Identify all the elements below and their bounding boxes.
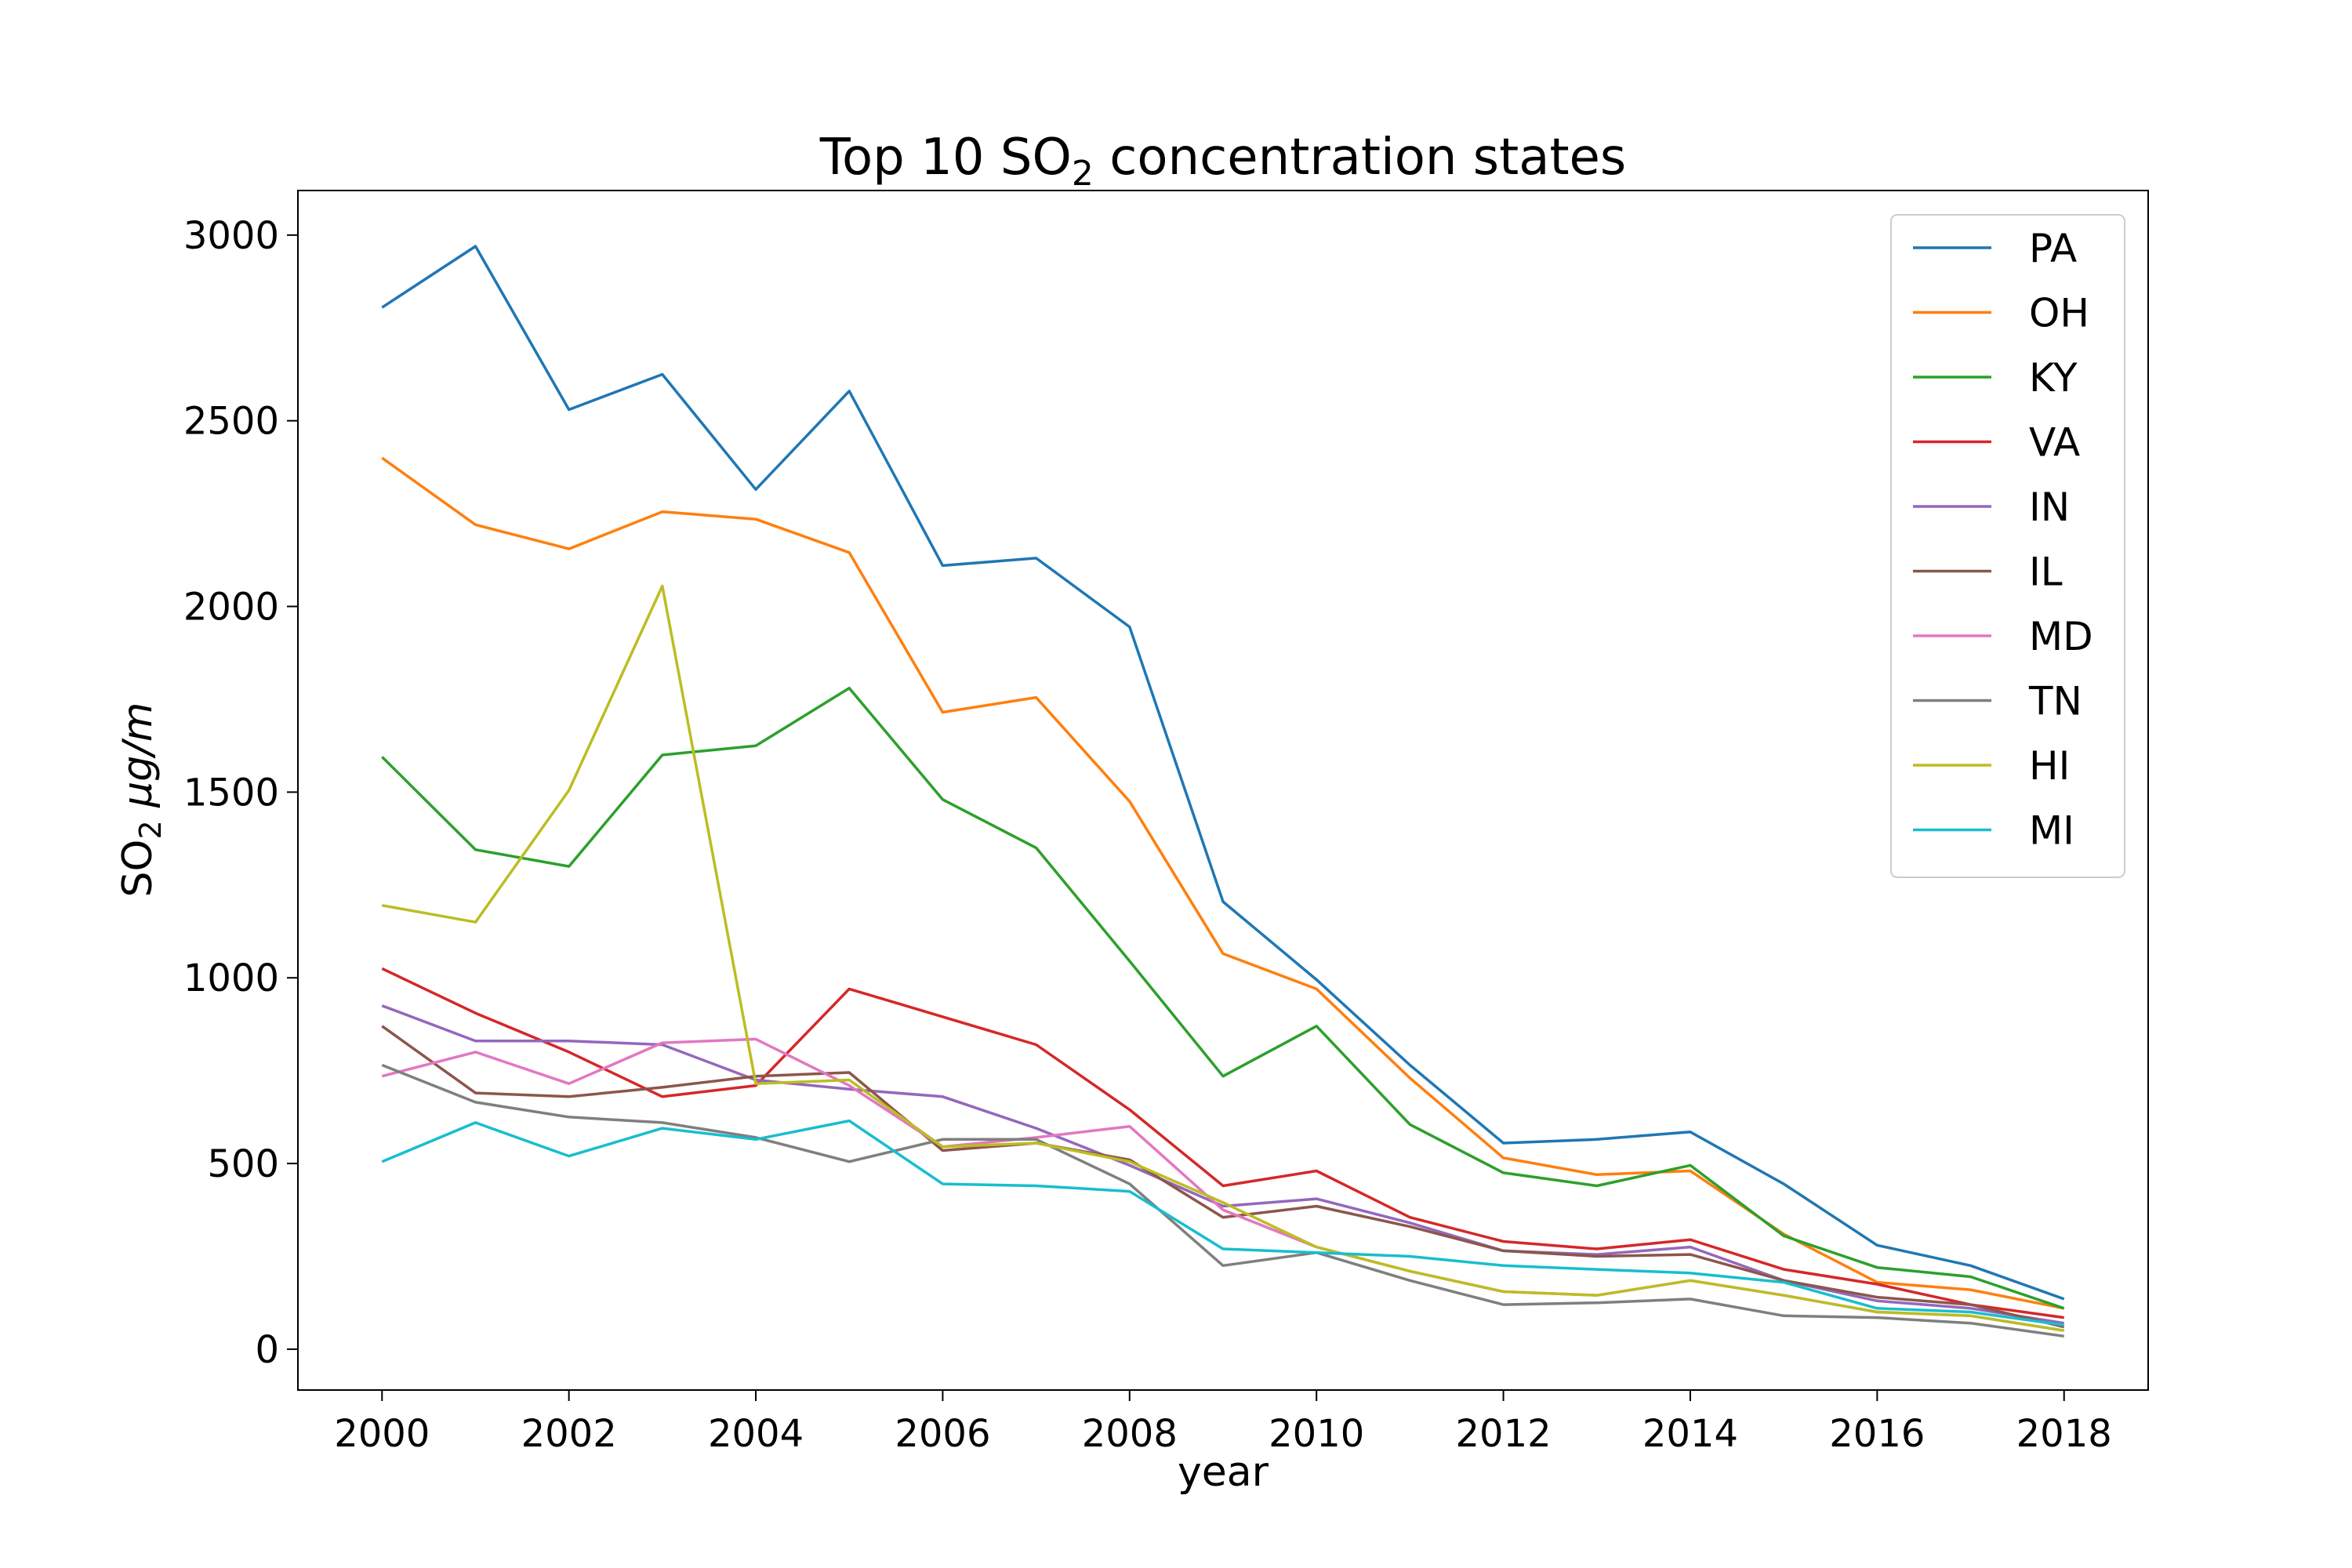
series-line-il — [381, 1025, 2065, 1329]
x-tick-label-2016: 2016 — [1829, 1412, 1925, 1456]
x-tick-label-2010: 2010 — [1269, 1412, 1364, 1456]
legend-label-tn: TN — [2028, 679, 2082, 724]
chart-title-subscript: 2 — [1072, 154, 1094, 194]
x-tick-label-2002: 2002 — [521, 1412, 617, 1456]
chart-title: Top 10 SO2 concentration states — [819, 129, 1627, 194]
y-tick-label-1000: 1000 — [183, 956, 279, 1000]
legend-label-il: IL — [2029, 550, 2063, 595]
x-tick-label-2014: 2014 — [1642, 1412, 1738, 1456]
y-tick-label-3000: 3000 — [183, 214, 279, 258]
y-tick-label-1500: 1500 — [183, 771, 279, 815]
legend-label-mi: MI — [2029, 808, 2074, 854]
y-tick-label-500: 500 — [207, 1142, 279, 1186]
x-tick-label-2018: 2018 — [2016, 1412, 2112, 1456]
series-line-in — [381, 1004, 2064, 1325]
y-axis-label: SO2 μg/m — [114, 702, 168, 898]
legend-label-pa: PA — [2029, 226, 2077, 271]
series-line-tn — [381, 1063, 2064, 1338]
x-axis-label: year — [1178, 1449, 1269, 1496]
series-line-oh — [381, 456, 2065, 1310]
x-tick-label-2008: 2008 — [1082, 1412, 1178, 1456]
legend-label-oh: OH — [2029, 291, 2089, 336]
y-axis-label-unit: μg/m — [114, 702, 162, 821]
legend-box — [1890, 214, 2125, 878]
legend-label-hi: HI — [2029, 743, 2070, 789]
legend-label-ky: KY — [2029, 355, 2078, 401]
series-line-hi — [381, 584, 2064, 1332]
series-line-va — [381, 967, 2064, 1319]
legend-label-va: VA — [2029, 420, 2080, 466]
legend-label-md: MD — [2029, 614, 2093, 659]
x-tick-label-2004: 2004 — [708, 1412, 804, 1456]
plot-layer: 2000 2002 2004 2006 2008 2010 2012 2014 2016 2018… — [183, 190, 2149, 1456]
chart-title-suffix: concentration states — [1094, 129, 1626, 187]
series-line-pa — [381, 245, 2065, 1301]
y-tick-label-2000: 2000 — [183, 586, 279, 630]
y-axis-label-main: SO — [114, 840, 162, 898]
y-tick-label-0: 0 — [255, 1328, 279, 1372]
y-tick-label-2500: 2500 — [183, 400, 279, 444]
legend-label-in: IN — [2029, 485, 2070, 530]
series-line-mi — [381, 1119, 2064, 1327]
series-line-ky — [381, 686, 2065, 1310]
y-axis-label-subscript: 2 — [133, 820, 168, 839]
plot-area-frame — [297, 190, 2149, 1391]
x-tick-label-2012: 2012 — [1455, 1412, 1551, 1456]
x-tick-label-2006: 2006 — [895, 1412, 990, 1456]
x-tick-label-2000: 2000 — [334, 1412, 430, 1456]
chart-title-main: Top 10 SO — [819, 129, 1072, 187]
